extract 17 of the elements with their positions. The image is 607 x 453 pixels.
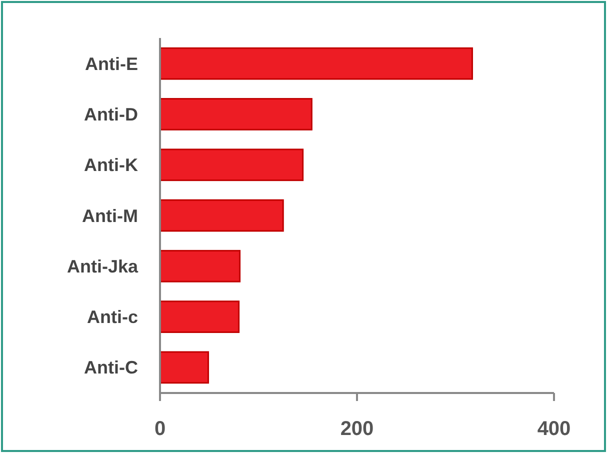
y-tick-label: Anti-E xyxy=(85,54,138,74)
y-tick-label: Anti-C xyxy=(84,358,138,378)
y-tick-label: Anti-K xyxy=(84,155,138,176)
bar xyxy=(159,148,304,182)
bar xyxy=(159,250,241,282)
bar xyxy=(159,98,312,130)
y-tick-label: Anti-M xyxy=(82,206,138,226)
x-tick-label: 200 xyxy=(340,418,374,440)
bar xyxy=(159,300,240,333)
bar xyxy=(159,199,284,232)
y-tick-label: Anti-D xyxy=(84,104,138,125)
bar xyxy=(159,47,473,80)
y-tick-label: Anti-c xyxy=(87,307,138,328)
bar xyxy=(159,351,210,384)
y-tick-label: Anti-Jka xyxy=(66,256,139,276)
x-tick-label: 400 xyxy=(537,418,571,440)
x-tick-label: 0 xyxy=(154,418,166,440)
